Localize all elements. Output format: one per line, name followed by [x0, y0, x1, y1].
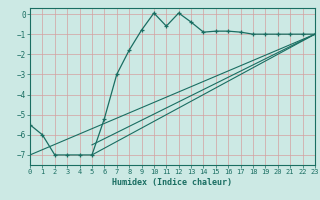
X-axis label: Humidex (Indice chaleur): Humidex (Indice chaleur) [113, 178, 233, 187]
